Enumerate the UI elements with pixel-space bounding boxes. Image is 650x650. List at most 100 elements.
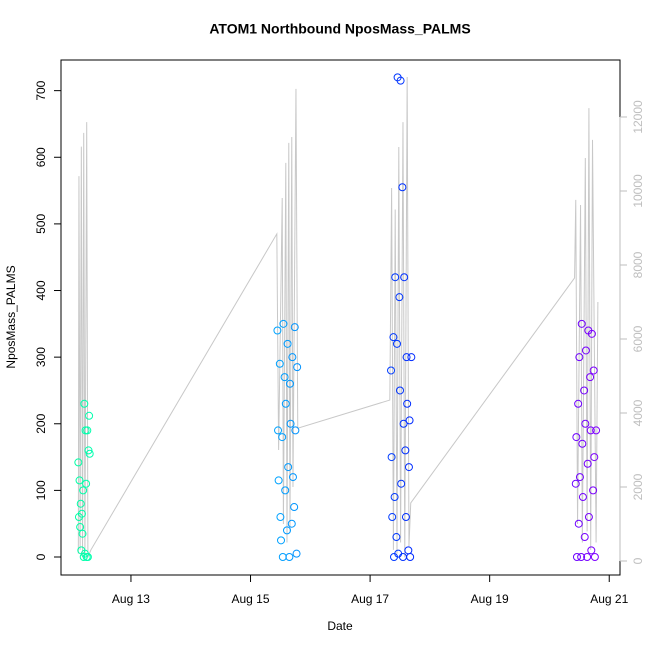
data-point [292, 549, 301, 558]
data-line [77, 77, 599, 558]
data-point [291, 426, 300, 435]
data-point [577, 319, 586, 328]
data-point [399, 419, 408, 428]
data-point [286, 419, 295, 428]
y2-tick-label: 6000 [631, 325, 645, 352]
y-tick-label: 500 [34, 214, 48, 234]
data-point [397, 479, 406, 488]
data-point [78, 529, 87, 538]
data-point [581, 346, 590, 355]
data-point [406, 553, 415, 562]
plot-area [74, 73, 601, 562]
data-point [396, 76, 405, 85]
data-point [575, 353, 584, 362]
data-point [288, 353, 297, 362]
data-point [274, 476, 283, 485]
data-point [571, 479, 580, 488]
data-point [589, 486, 598, 495]
y2-tick-label: 12000 [631, 100, 645, 134]
data-point [395, 386, 404, 395]
data-point [592, 426, 601, 435]
y-tick-label: 700 [34, 80, 48, 100]
data-point [390, 493, 399, 502]
data-point [281, 399, 290, 408]
data-point [586, 426, 595, 435]
data-point [578, 493, 587, 502]
x-tick-label: Aug 13 [112, 592, 150, 606]
data-point [400, 273, 409, 282]
data-point [274, 426, 283, 435]
x-tick-label: Aug 17 [351, 592, 389, 606]
data-point [76, 499, 85, 508]
data-point [402, 353, 411, 362]
data-point [287, 519, 296, 528]
data-point [395, 293, 404, 302]
data-point [583, 553, 592, 562]
data-point [388, 513, 397, 522]
chart-title: ATOM1 Northbound NposMass_PALMS [209, 21, 470, 37]
data-point [407, 353, 416, 362]
data-point [587, 546, 596, 555]
y2-tick-label: 10000 [631, 174, 645, 208]
y2-tick-label: 8000 [631, 251, 645, 278]
data-point [79, 553, 88, 562]
data-point [405, 416, 414, 425]
data-point [288, 473, 297, 482]
data-point [403, 399, 412, 408]
y-axis-label: NposMass_PALMS [4, 265, 18, 368]
data-point [282, 526, 291, 535]
data-point [398, 183, 407, 192]
data-point [580, 386, 589, 395]
x-tick-label: Aug 15 [231, 592, 269, 606]
data-point [387, 366, 396, 375]
data-point [290, 323, 299, 332]
data-point [589, 366, 598, 375]
data-point [586, 373, 595, 382]
data-point [276, 513, 285, 522]
data-point [572, 553, 581, 562]
y-tick-label: 0 [34, 553, 48, 560]
data-point [273, 326, 282, 335]
data-point [387, 453, 396, 462]
data-point [293, 363, 302, 372]
data-point [79, 486, 88, 495]
data-point [575, 473, 584, 482]
data-point [391, 273, 400, 282]
data-point [389, 333, 398, 342]
data-point [85, 449, 94, 458]
data-point [587, 329, 596, 338]
data-point [583, 459, 592, 468]
data-point [84, 446, 93, 455]
data-point [404, 463, 413, 472]
data-point [85, 411, 94, 420]
data-point [77, 509, 86, 518]
data-point [574, 399, 583, 408]
data-point [279, 319, 288, 328]
data-point [281, 486, 290, 495]
data-point [401, 446, 410, 455]
data-point [584, 513, 593, 522]
data-point [280, 373, 289, 382]
data-point [285, 553, 294, 562]
data-point [277, 536, 286, 545]
data-point [578, 439, 587, 448]
data-point [82, 479, 91, 488]
data-point [83, 553, 92, 562]
x-tick-label: Aug 21 [590, 592, 628, 606]
data-point [278, 433, 287, 442]
data-point [577, 553, 586, 562]
data-point [574, 519, 583, 528]
y2-tick-label: 0 [631, 557, 645, 564]
data-point [401, 513, 410, 522]
data-point [290, 503, 299, 512]
data-point [581, 419, 590, 428]
y-tick-label: 200 [34, 413, 48, 433]
data-point [74, 458, 83, 467]
data-point [590, 553, 599, 562]
x-tick-label: Aug 19 [471, 592, 509, 606]
data-point [275, 359, 284, 368]
data-point [285, 379, 294, 388]
